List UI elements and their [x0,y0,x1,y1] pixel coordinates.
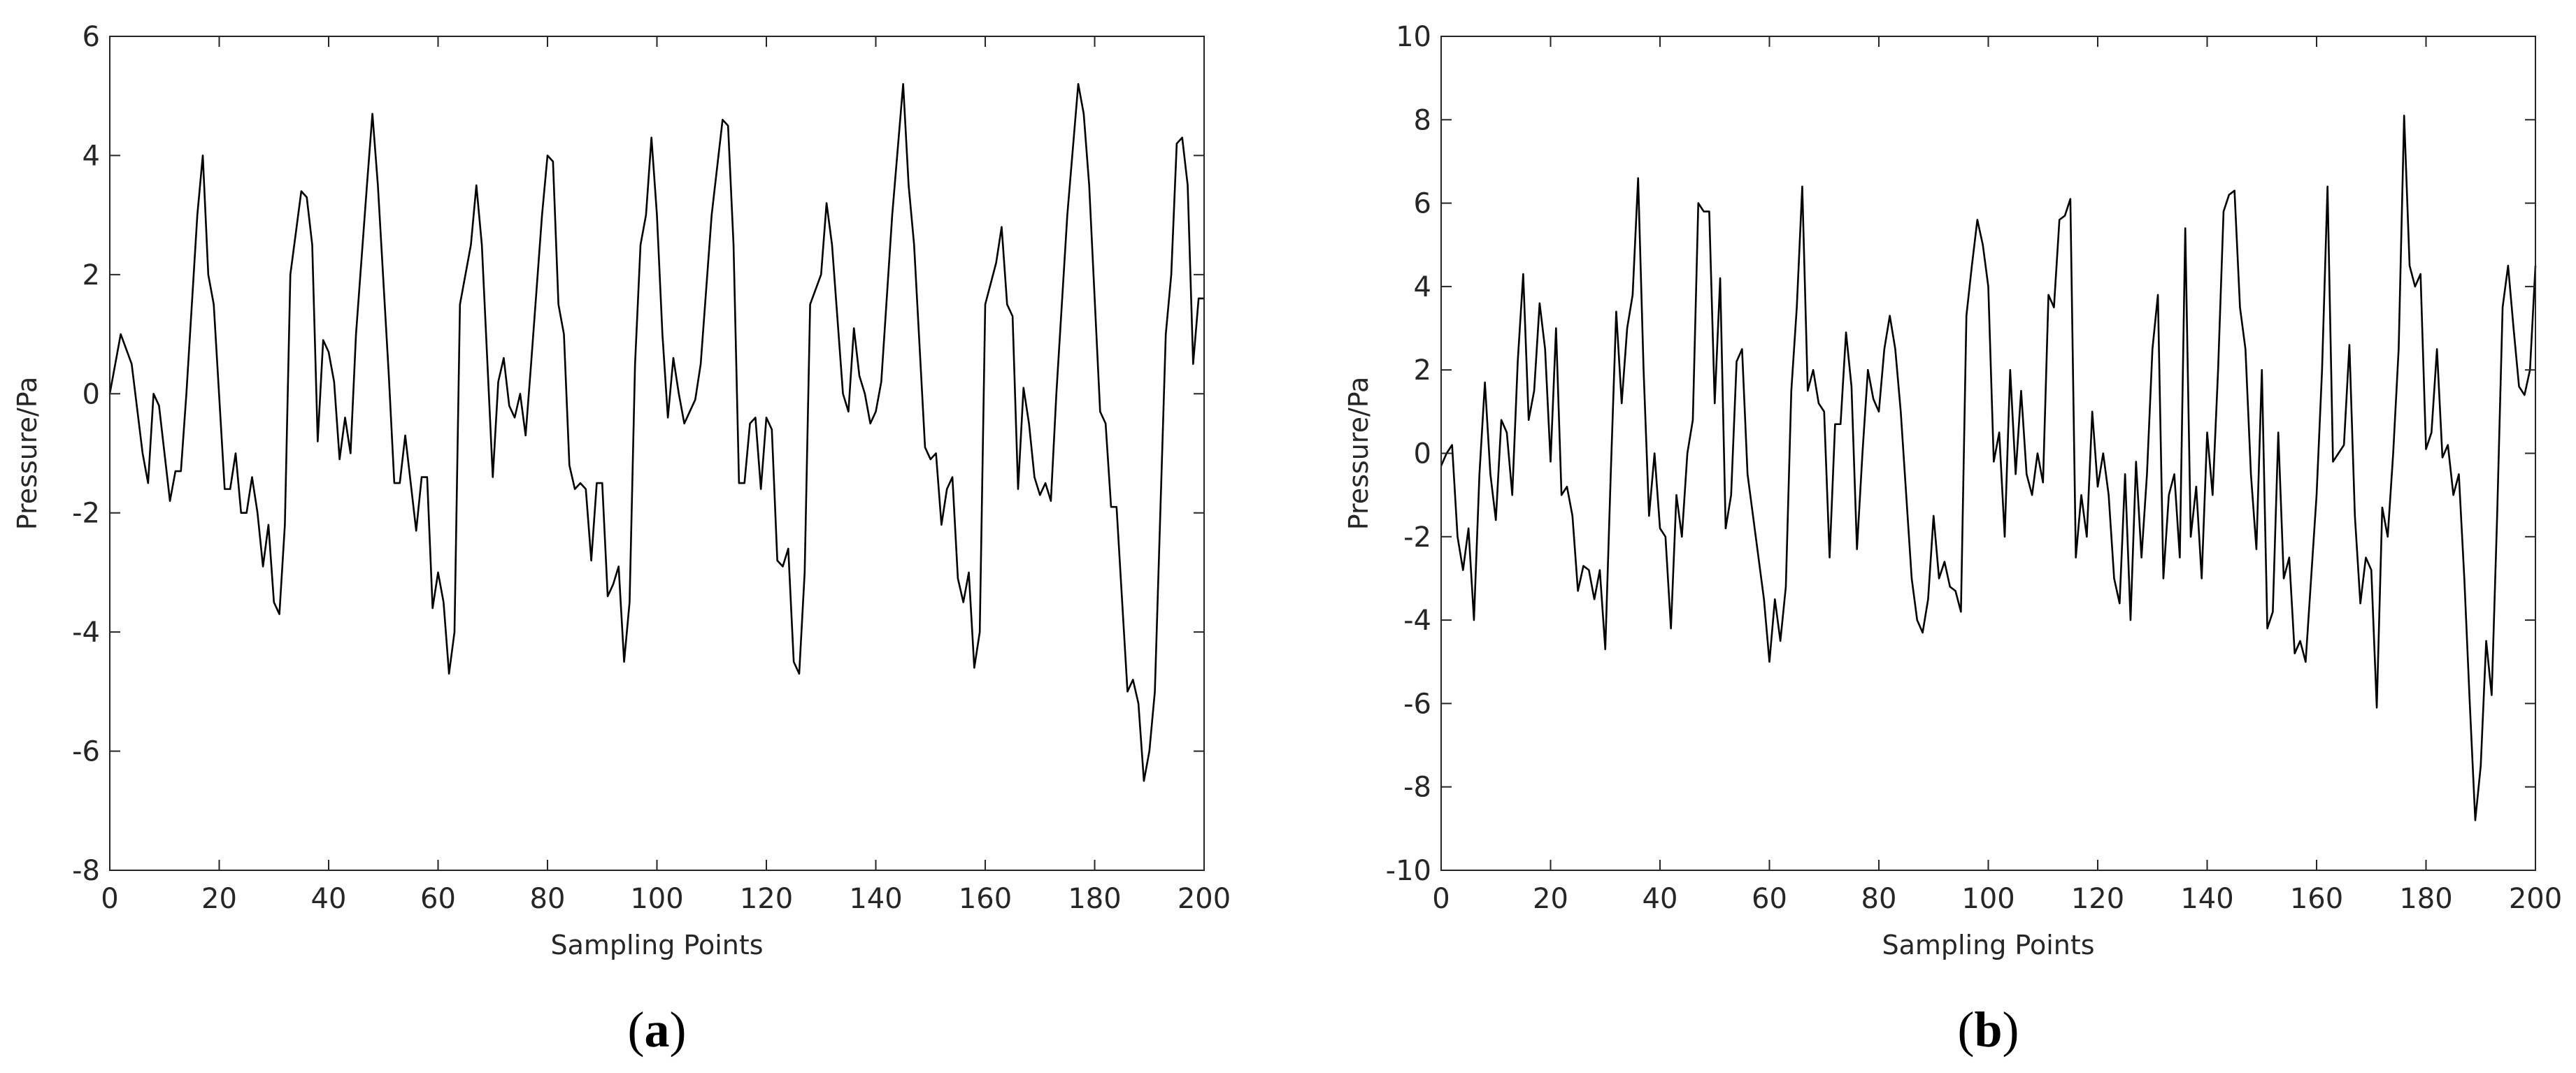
x-tick-label: 120 [740,883,793,915]
x-tick-label: 120 [2071,883,2124,915]
x-tick-label: 200 [2509,883,2562,915]
x-axis-label: Sampling Points [1882,930,2094,960]
x-tick-label: 20 [1533,883,1568,915]
y-tick-label: -6 [72,736,100,768]
x-tick-label: 0 [101,883,118,915]
y-axis-label: Pressure/Pa [1343,377,1374,531]
caption: (a) [628,1002,687,1058]
x-tick-label: 140 [2180,883,2233,915]
y-tick-label: 2 [83,259,100,291]
y-tick-label: -4 [72,617,100,649]
caption-part: a [645,1002,670,1058]
plot-area [1441,36,2535,870]
x-tick-label: 40 [1643,883,1678,915]
x-tick-label: 180 [2399,883,2452,915]
data-line [108,82,1204,782]
y-tick-label: 0 [1414,438,1431,470]
y-tick-label: 2 [1414,354,1431,387]
y-tick-label: 10 [1396,21,1431,53]
x-tick-label: 80 [530,883,566,915]
y-tick-label: -10 [1386,855,1431,887]
x-tick-label: 60 [1752,883,1787,915]
y-tick-label: 4 [83,140,100,172]
caption-part: ( [628,1002,645,1058]
y-tick-label: 6 [1414,188,1431,220]
x-tick-label: 160 [959,883,1012,915]
y-tick-label: 8 [1414,104,1431,136]
caption-part: b [1974,1002,2002,1058]
x-tick-label: 40 [311,883,347,915]
y-tick-label: -2 [72,498,100,530]
caption: (b) [1957,1002,2019,1058]
caption-part: ( [1957,1002,1974,1058]
y-tick-label: 0 [83,378,100,410]
x-tick-label: 100 [630,883,683,915]
y-tick-label: -4 [1403,605,1431,637]
x-tick-label: 140 [849,883,902,915]
y-tick-label: -8 [72,855,100,887]
x-tick-label: 0 [1432,883,1450,915]
x-axis-label: Sampling Points [550,930,763,960]
x-tick-label: 60 [420,883,456,915]
x-tick-label: 80 [1861,883,1897,915]
y-tick-label: -6 [1403,688,1431,720]
x-tick-label: 160 [2290,883,2343,915]
y-axis-label: Pressure/Pa [12,377,43,531]
y-tick-label: 4 [1414,271,1431,303]
x-tick-label: 200 [1178,883,1231,915]
x-tick-label: 20 [201,883,237,915]
x-tick-label: 180 [1068,883,1121,915]
plot-area [110,36,1204,870]
y-tick-label: -8 [1403,772,1431,804]
y-tick-label: -2 [1403,521,1431,554]
y-tick-label: 6 [83,21,100,53]
caption-part: ) [670,1002,687,1058]
x-tick-label: 100 [1961,883,2015,915]
caption-part: ) [2003,1002,2019,1058]
data-line [1440,115,2537,821]
